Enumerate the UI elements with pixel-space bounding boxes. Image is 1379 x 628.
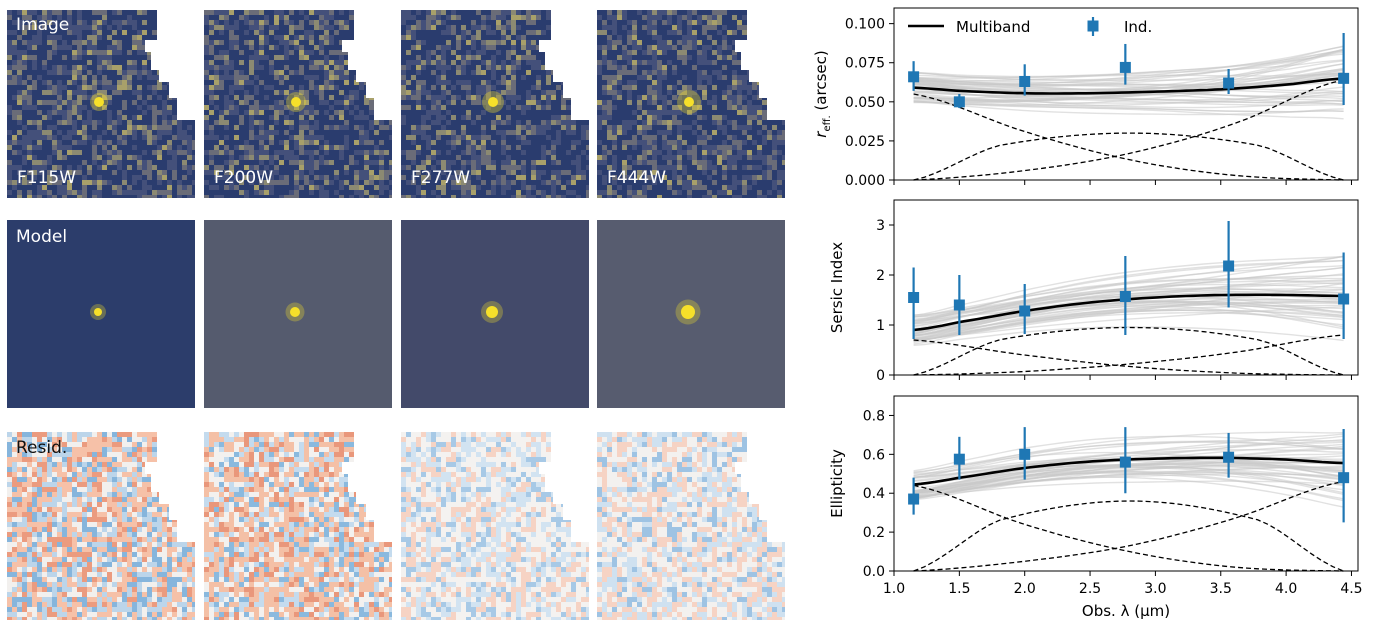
band-label: F444W xyxy=(607,168,666,188)
chart-panel-ellipticity: 0.0 0.2 0.4 0.6 0.8 1.0 1.5 2.0 2.5 3.0 3.5 4.0 4.5 E… xyxy=(828,396,1363,620)
x-tick-label: 3.0 xyxy=(1144,581,1166,597)
data-point xyxy=(908,71,919,82)
data-point xyxy=(908,292,919,303)
model-tile xyxy=(204,220,392,408)
legend-ind-label: Ind. xyxy=(1124,18,1152,36)
x-tick-label: 3.5 xyxy=(1210,581,1232,597)
row-label-model: Model xyxy=(16,227,67,247)
band-label: F277W xyxy=(411,168,470,188)
posterior-samples xyxy=(914,46,1344,119)
model-core xyxy=(94,308,102,316)
model-tile xyxy=(597,220,785,408)
legend-multiband-label: Multiband xyxy=(956,18,1030,36)
y-tick-label: 0.000 xyxy=(845,173,885,189)
y-tick-label: 0.050 xyxy=(845,95,885,111)
y-axis-label: Sersic Index xyxy=(828,242,846,333)
data-point xyxy=(1120,457,1131,468)
y-tick-label: 0 xyxy=(876,368,885,384)
source-core xyxy=(488,97,498,107)
charts: 0.000 0.025 0.050 0.075 0.100 reff. (arcsec) M… xyxy=(812,8,1363,620)
data-point xyxy=(1223,452,1234,463)
x-tick-label: 1.5 xyxy=(948,581,970,597)
data-point xyxy=(1019,306,1030,317)
data-point xyxy=(954,96,965,107)
residual-tile xyxy=(204,432,394,622)
row-label-resid: Resid. xyxy=(16,438,67,458)
y-tick-label: 0.075 xyxy=(845,56,885,72)
source-core xyxy=(684,97,694,107)
y-axis-label: reff. (arcsec) xyxy=(812,50,833,137)
basis-curve-1 xyxy=(914,133,1344,180)
x-tick-label: 4.5 xyxy=(1340,581,1362,597)
x-tick-label: 1.0 xyxy=(883,581,905,597)
data-point xyxy=(1019,449,1030,460)
basis-curve-1 xyxy=(914,328,1344,376)
residual-tile xyxy=(597,432,787,622)
x-axis-label: Obs. λ (μm) xyxy=(1082,602,1170,620)
image-tile: F277W xyxy=(401,10,591,200)
basis-curve-2 xyxy=(914,482,1344,571)
model-tile xyxy=(401,220,589,408)
residual-tile: Resid. xyxy=(7,432,197,622)
chart-panel-reff: 0.000 0.025 0.050 0.075 0.100 reff. (arcsec) M… xyxy=(812,8,1358,189)
model-core xyxy=(681,305,695,319)
image-tile: F115W Image xyxy=(7,10,197,200)
y-tick-label: 1 xyxy=(876,318,885,334)
x-tick-label: 4.0 xyxy=(1275,581,1297,597)
chart-panel-sersic: 0 1 2 3 Sersic Index xyxy=(828,200,1358,384)
y-tick-label: 0.2 xyxy=(863,525,885,541)
source-core xyxy=(291,97,301,107)
x-tick-label: 2.5 xyxy=(1079,581,1101,597)
posterior-samples xyxy=(914,432,1344,507)
y-tick-label: 3 xyxy=(876,218,885,234)
y-tick-label: 0.0 xyxy=(863,564,885,580)
legend: Multiband Ind. xyxy=(908,17,1152,36)
data-point xyxy=(1120,62,1131,73)
model-core xyxy=(290,307,300,317)
image-tile: F200W xyxy=(204,10,394,200)
legend-ind-marker xyxy=(1088,21,1099,32)
y-tick-label: 0.100 xyxy=(845,17,885,33)
y-tick-label: 0.8 xyxy=(863,408,885,424)
y-axis-label: Ellipticity xyxy=(828,449,846,518)
band-label: F200W xyxy=(214,168,273,188)
residual-tile xyxy=(401,432,591,622)
source-core xyxy=(94,97,104,107)
data-point xyxy=(1120,291,1131,302)
y-tick-label: 0.6 xyxy=(863,447,885,463)
data-point xyxy=(954,454,965,465)
basis-curve-1 xyxy=(914,501,1344,571)
model-tile: Model xyxy=(7,220,195,408)
band-label: F115W xyxy=(17,168,76,188)
basis-curve-0 xyxy=(914,485,1344,571)
y-tick-label: 0.025 xyxy=(845,134,885,150)
sample-curve xyxy=(914,101,1344,118)
model-core xyxy=(486,306,498,318)
x-tick-label: 2.0 xyxy=(1014,581,1036,597)
y-tick-label: 2 xyxy=(876,268,885,284)
data-point xyxy=(1223,78,1234,89)
data-point xyxy=(1338,472,1349,483)
data-point xyxy=(908,494,919,505)
data-point xyxy=(1223,261,1234,272)
basis-curve-2 xyxy=(914,335,1344,375)
image-grid: F115W Image Model Resid. F200W F277W F444W xyxy=(7,10,787,622)
data-point xyxy=(1019,76,1030,87)
row-label-image: Image xyxy=(16,15,69,35)
data-point xyxy=(1338,73,1349,84)
data-point xyxy=(954,300,965,311)
y-tick-label: 0.4 xyxy=(863,486,885,502)
data-point xyxy=(1338,294,1349,305)
basis-curve-0 xyxy=(914,340,1344,375)
image-tile: F444W xyxy=(597,10,787,200)
